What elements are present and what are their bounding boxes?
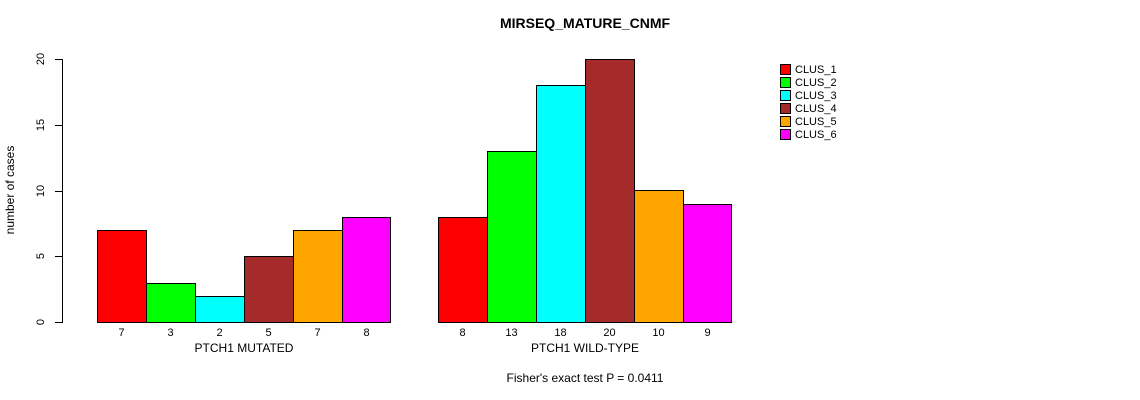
- y-tick-label: 20: [35, 52, 47, 66]
- y-tick: [55, 59, 62, 60]
- bar-value-label: 3: [167, 327, 174, 339]
- legend-item: CLUS_3: [780, 89, 837, 102]
- y-tick-label: 0: [35, 318, 47, 326]
- y-axis-line: [62, 59, 63, 323]
- bar: [585, 59, 635, 323]
- legend-label: CLUS_4: [795, 102, 837, 115]
- legend-label: CLUS_2: [795, 76, 837, 89]
- bar-value-label: 8: [459, 327, 466, 339]
- bar-value-label: 5: [265, 327, 272, 339]
- legend-label: CLUS_3: [795, 89, 837, 102]
- bar-value-label: 18: [554, 327, 567, 339]
- bar: [244, 256, 294, 323]
- legend-swatch: [780, 116, 791, 127]
- legend-swatch: [780, 129, 791, 140]
- bar: [536, 85, 586, 323]
- legend-swatch: [780, 77, 791, 88]
- group-label: PTCH1 WILD-TYPE: [530, 341, 640, 355]
- legend-item: CLUS_4: [780, 102, 837, 115]
- bar: [342, 217, 391, 323]
- chart-title: MIRSEQ_MATURE_CNMF: [499, 15, 671, 31]
- bar-value-label: 13: [505, 327, 518, 339]
- legend-item: CLUS_5: [780, 115, 837, 128]
- y-tick-label: 10: [35, 184, 47, 198]
- legend-item: CLUS_2: [780, 76, 837, 89]
- legend-label: CLUS_1: [795, 63, 837, 76]
- bar: [146, 283, 196, 323]
- bar-value-label: 7: [118, 327, 125, 339]
- legend: CLUS_1 CLUS_2 CLUS_3 CLUS_4 CLUS_5 CLUS_6: [780, 63, 837, 141]
- bar-value-label: 8: [363, 327, 370, 339]
- bar: [683, 204, 732, 323]
- bar-value-label: 2: [216, 327, 223, 339]
- bar: [634, 190, 684, 323]
- legend-item: CLUS_6: [780, 128, 837, 141]
- bar: [293, 230, 343, 323]
- legend-label: CLUS_5: [795, 115, 837, 128]
- y-tick: [55, 191, 62, 192]
- legend-label: CLUS_6: [795, 128, 837, 141]
- bar: [195, 296, 245, 323]
- bar-value-label: 9: [704, 327, 711, 339]
- y-tick: [55, 256, 62, 257]
- y-axis-label: number of cases: [3, 145, 17, 235]
- legend-swatch: [780, 90, 791, 101]
- legend-swatch: [780, 64, 791, 75]
- bar-value-label: 10: [652, 327, 665, 339]
- bar: [438, 217, 488, 323]
- bar: [487, 151, 537, 323]
- legend-item: CLUS_1: [780, 63, 837, 76]
- y-tick: [55, 322, 62, 323]
- group-label: PTCH1 MUTATED: [194, 341, 294, 355]
- bar-value-label: 7: [314, 327, 321, 339]
- bar: [97, 230, 147, 323]
- y-tick-label: 15: [35, 118, 47, 132]
- bar-value-label: 20: [603, 327, 616, 339]
- y-tick: [55, 125, 62, 126]
- legend-swatch: [780, 103, 791, 114]
- footer-note: Fisher's exact test P = 0.0411: [506, 371, 664, 385]
- y-tick-label: 5: [35, 252, 47, 260]
